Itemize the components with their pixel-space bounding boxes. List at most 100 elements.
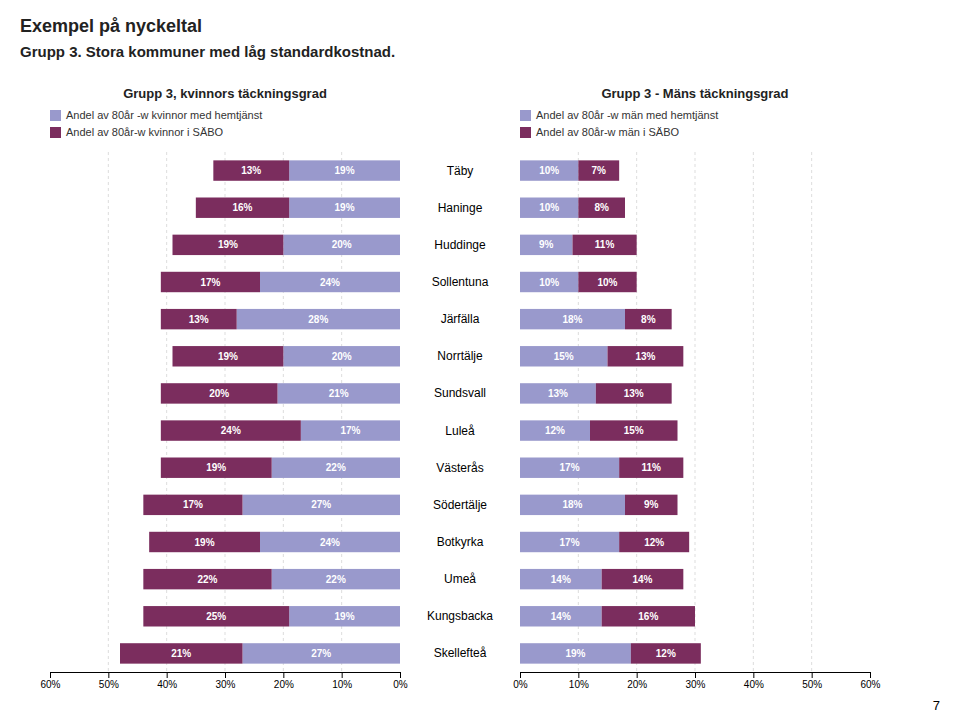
legend-entry: Andel av 80år-w kvinnor i SÄBO: [66, 126, 224, 138]
grid-line: [166, 152, 167, 672]
x-tick: 60%: [860, 672, 880, 690]
bar: [520, 420, 590, 440]
bar: [289, 606, 400, 626]
category-label: Järfälla: [441, 312, 480, 326]
tick-label: 0%: [393, 679, 408, 690]
x-axis: 0%10%20%30%40%50%60%: [40, 672, 407, 690]
bar: [625, 495, 678, 515]
data-label: 14%: [632, 574, 652, 585]
x-tick: 20%: [274, 672, 294, 690]
bar: [520, 569, 602, 589]
data-label: 24%: [320, 277, 340, 288]
x-tick: 30%: [215, 672, 235, 690]
bar: [173, 235, 284, 255]
legend-swatch: [520, 127, 531, 138]
data-label: 19%: [195, 537, 215, 548]
category-label: Skellefteå: [434, 646, 487, 660]
bar: [631, 643, 701, 663]
grid-line: [341, 152, 342, 672]
legend-entry: Andel av 80år -w män med hemtjänst: [536, 109, 718, 121]
category-label: Norrtälje: [437, 349, 483, 363]
data-label: 19%: [218, 351, 238, 362]
page-subtitle: Grupp 3. Stora kommuner med låg standard…: [20, 43, 395, 60]
tick-mark: [283, 672, 284, 678]
x-tick: 50%: [802, 672, 822, 690]
bars: [520, 160, 701, 663]
tick-mark: [578, 672, 579, 678]
bar: [520, 495, 625, 515]
data-label: 14%: [551, 611, 571, 622]
bar: [520, 272, 578, 292]
data-label: 11%: [642, 462, 662, 473]
data-label: 13%: [189, 314, 209, 325]
data-label: 13%: [635, 351, 655, 362]
data-labels: 19%19%20%24%28%20%21%17%22%27%24%22%19%2…: [171, 165, 360, 659]
bar: [520, 458, 619, 478]
bar: [278, 383, 401, 403]
bar: [520, 309, 625, 329]
tick-mark: [695, 672, 696, 678]
bar: [520, 235, 573, 255]
data-label: 24%: [320, 537, 340, 548]
data-label: 15%: [554, 351, 574, 362]
legend-swatch: [50, 110, 61, 121]
data-label: 10%: [539, 202, 559, 213]
bar: [520, 532, 619, 552]
data-label: 17%: [340, 425, 360, 436]
bar: [289, 160, 400, 180]
tick-mark: [342, 672, 343, 678]
bar: [578, 198, 625, 218]
category-labels: TäbyHaningeHuddingeSollentunaJärfällaNor…: [427, 164, 493, 661]
bar: [120, 643, 243, 663]
data-label: 19%: [335, 611, 355, 622]
data-label: 25%: [206, 611, 226, 622]
data-label: 13%: [241, 165, 261, 176]
tick-label: 0%: [513, 679, 528, 690]
grid-line: [753, 152, 754, 672]
x-tick: 30%: [685, 672, 705, 690]
data-label: 15%: [624, 425, 644, 436]
data-label: 10%: [539, 165, 559, 176]
tick-mark: [870, 672, 871, 678]
bar: [161, 458, 272, 478]
bar: [143, 606, 289, 626]
x-tick: 0%: [393, 672, 408, 690]
category-label: Haninge: [438, 201, 483, 215]
tick-label: 20%: [274, 679, 294, 690]
grid: [108, 152, 341, 672]
chart-title: Grupp 3 - Mäns täckningsgrad: [601, 86, 788, 101]
data-label: 28%: [308, 314, 328, 325]
bar: [149, 532, 260, 552]
tick-label: 10%: [332, 679, 352, 690]
data-label: 8%: [594, 202, 609, 213]
category-label: Täby: [447, 164, 474, 178]
category-label: Södertälje: [433, 498, 487, 512]
tick-label: 40%: [157, 679, 177, 690]
tick-mark: [637, 672, 638, 678]
bar: [578, 160, 619, 180]
bar: [608, 346, 684, 366]
grid-line: [225, 152, 226, 672]
data-label: 13%: [624, 388, 644, 399]
bar: [520, 346, 608, 366]
data-label: 20%: [209, 388, 229, 399]
bar: [143, 495, 242, 515]
bar: [272, 569, 400, 589]
data-label: 22%: [197, 574, 217, 585]
data-label: 19%: [335, 165, 355, 176]
tick-mark: [753, 672, 754, 678]
x-tick: 0%: [513, 672, 528, 690]
page-title: Exempel på nyckeltal: [20, 16, 202, 36]
axis-domain: [51, 673, 401, 679]
data-label: 17%: [560, 537, 580, 548]
x-tick: 50%: [99, 672, 119, 690]
tick-label: 20%: [627, 679, 647, 690]
data-label: 18%: [562, 314, 582, 325]
category-label: Luleå: [445, 424, 475, 438]
bar: [625, 309, 672, 329]
data-label: 27%: [311, 499, 331, 510]
legend-entry: Andel av 80år -w kvinnor med hemtjänst: [66, 109, 262, 121]
data-label: 12%: [545, 425, 565, 436]
tick-label: 60%: [860, 679, 880, 690]
data-label: 17%: [560, 462, 580, 473]
